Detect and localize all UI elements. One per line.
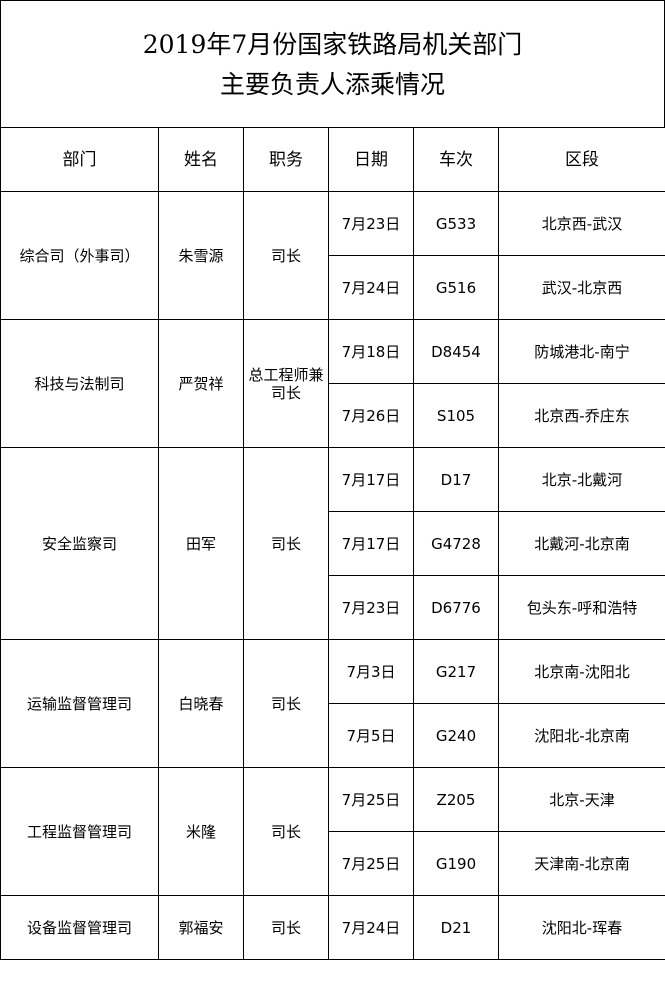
- dept-cell: 综合司（外事司）: [0, 191, 159, 320]
- position-cell: 司长: [243, 767, 329, 896]
- table-row: 7月26日 S105 北京西-乔庄东: [1, 383, 665, 448]
- date-cell: 7月3日: [328, 639, 414, 704]
- dept-cell: 运输监督管理司: [0, 639, 159, 768]
- train-cell: D17: [413, 447, 499, 512]
- section-cell: 北京南-沈阳北: [498, 639, 665, 704]
- name-cell: 严贺祥: [158, 319, 244, 448]
- train-cell: G533: [413, 191, 499, 256]
- title-line-1: 2019年7月份国家铁路局机关部门: [142, 30, 523, 59]
- section-cell: 北京西-武汉: [498, 191, 665, 256]
- name-cell: 朱雪源: [158, 191, 244, 320]
- header-position: 职务: [243, 127, 329, 192]
- position-cell: 司长: [243, 447, 329, 640]
- section-cell: 北京-北戴河: [498, 447, 665, 512]
- train-cell: G516: [413, 255, 499, 320]
- table-row: 设备监督管理司 郭福安 司长 7月24日 D21 沈阳北-珲春: [0, 895, 665, 960]
- dept-cell: 安全监察司: [0, 447, 159, 640]
- table-row: 7月23日 D6776 包头东-呼和浩特: [1, 575, 665, 640]
- train-cell: D6776: [413, 575, 499, 640]
- inspection-table: 部门 姓名 职务 日期 车次 区段 综合司（外事司） 朱雪源 司长 7月23日 G533…: [0, 127, 665, 960]
- name-cell: 郭福安: [158, 895, 244, 960]
- dept-cell: 科技与法制司: [0, 319, 159, 448]
- train-cell: Z205: [413, 767, 499, 832]
- table-row: 安全监察司 田军 司长 7月17日 D17 北京-北戴河: [0, 447, 665, 640]
- header-section: 区段: [498, 127, 665, 192]
- train-cell: S105: [413, 383, 499, 448]
- table-row: 科技与法制司 严贺祥 总工程师兼司长 7月18日 D8454 防城港北-南宁: [0, 319, 665, 448]
- section-cell: 天津南-北京南: [498, 831, 665, 896]
- date-cell: 7月18日: [328, 319, 414, 384]
- table-body: 综合司（外事司） 朱雪源 司长 7月23日 G533 北京西-武汉 7月24日 G516 武汉-…: [0, 191, 665, 960]
- dept-cell: 设备监督管理司: [0, 895, 159, 960]
- date-cell: 7月17日: [328, 511, 414, 576]
- dept-cell: 工程监督管理司: [0, 767, 159, 896]
- name-cell: 米隆: [158, 767, 244, 896]
- section-cell: 沈阳北-北京南: [498, 703, 665, 768]
- header-name: 姓名: [158, 127, 244, 192]
- train-cell: G190: [413, 831, 499, 896]
- header-row: 部门 姓名 职务 日期 车次 区段: [0, 127, 665, 192]
- position-cell: 司长: [243, 639, 329, 768]
- date-cell: 7月24日: [328, 895, 414, 960]
- position-cell: 总工程师兼司长: [243, 319, 329, 448]
- date-cell: 7月26日: [328, 383, 414, 448]
- table-row: 7月5日 G240 沈阳北-北京南: [1, 703, 665, 768]
- table-row: 运输监督管理司 白晓春 司长 7月3日 G217 北京南-沈阳北: [0, 639, 665, 768]
- title-line-2: 主要负责人添乘情况: [219, 70, 445, 99]
- section-cell: 包头东-呼和浩特: [498, 575, 665, 640]
- date-cell: 7月24日: [328, 255, 414, 320]
- train-cell: G4728: [413, 511, 499, 576]
- table-row: 7月25日 G190 天津南-北京南: [1, 831, 665, 896]
- header-dept: 部门: [0, 127, 159, 192]
- section-cell: 北京-天津: [498, 767, 665, 832]
- table-row: 综合司（外事司） 朱雪源 司长 7月23日 G533 北京西-武汉: [0, 191, 665, 320]
- table-row: 7月17日 G4728 北戴河-北京南: [1, 511, 665, 576]
- document-title: 2019年7月份国家铁路局机关部门 主要负责人添乘情况: [0, 0, 665, 128]
- section-cell: 防城港北-南宁: [498, 319, 665, 384]
- train-cell: D8454: [413, 319, 499, 384]
- train-cell: G240: [413, 703, 499, 768]
- train-cell: D21: [413, 895, 499, 960]
- train-cell: G217: [413, 639, 499, 704]
- section-cell: 北京西-乔庄东: [498, 383, 665, 448]
- name-cell: 田军: [158, 447, 244, 640]
- position-cell: 司长: [243, 191, 329, 320]
- section-cell: 武汉-北京西: [498, 255, 665, 320]
- section-cell: 北戴河-北京南: [498, 511, 665, 576]
- header-date: 日期: [328, 127, 414, 192]
- name-cell: 白晓春: [158, 639, 244, 768]
- date-cell: 7月25日: [328, 767, 414, 832]
- position-cell: 司长: [243, 895, 329, 960]
- table-row: 工程监督管理司 米隆 司长 7月25日 Z205 北京-天津: [0, 767, 665, 896]
- date-cell: 7月25日: [328, 831, 414, 896]
- date-cell: 7月5日: [328, 703, 414, 768]
- date-cell: 7月23日: [328, 191, 414, 256]
- section-cell: 沈阳北-珲春: [498, 895, 665, 960]
- date-cell: 7月17日: [328, 447, 414, 512]
- header-train: 车次: [413, 127, 499, 192]
- date-cell: 7月23日: [328, 575, 414, 640]
